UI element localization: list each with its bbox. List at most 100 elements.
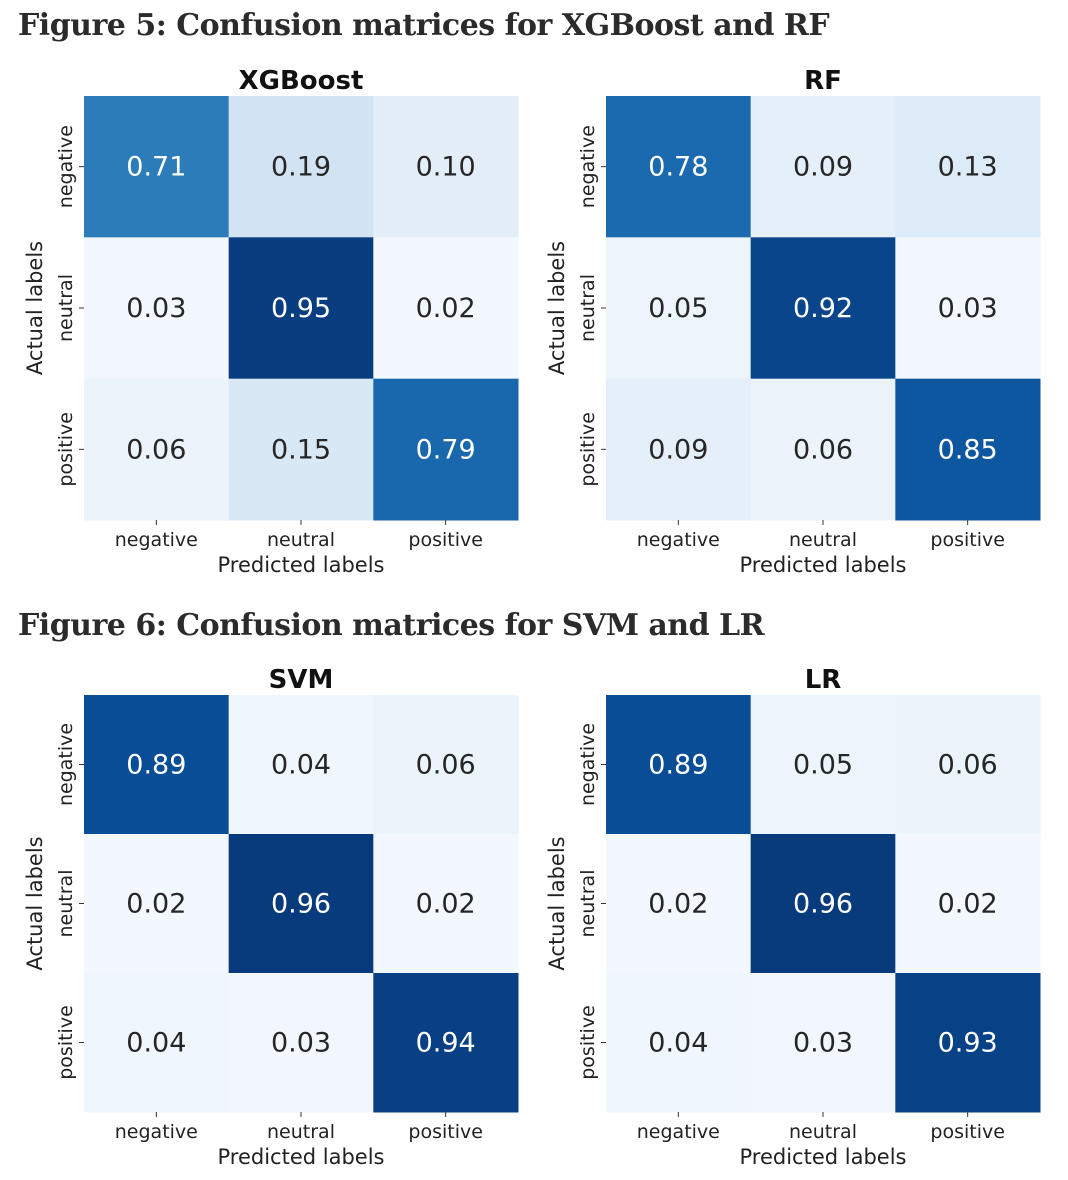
cell-value-label: 0.02 <box>416 293 476 324</box>
x-tick-label: negative <box>115 1121 198 1143</box>
heatmap-cell <box>84 973 230 1113</box>
cell-value-label: 0.96 <box>793 889 853 920</box>
cell-value-label: 0.94 <box>416 1028 476 1059</box>
heatmap-cell <box>84 96 230 238</box>
cell-value-label: 0.06 <box>126 434 186 465</box>
cell-value-label: 0.71 <box>126 152 186 183</box>
heatmap-cell <box>895 834 1041 974</box>
heatmap-cell <box>895 695 1041 835</box>
x-axis-label: Predicted labels <box>218 1145 385 1169</box>
figure-5-caption: Figure 5: Confusion matrices for XGBoost… <box>18 8 830 43</box>
x-tick-label: positive <box>930 529 1005 551</box>
cell-value-label: 0.15 <box>271 434 331 465</box>
heatmap-cell <box>84 834 230 974</box>
heatmap-cell <box>750 237 896 380</box>
chart-title: RF <box>804 66 842 96</box>
x-axis-label: Predicted labels <box>740 553 907 577</box>
heatmap-cell <box>750 834 896 974</box>
cell-value-label: 0.03 <box>938 293 998 324</box>
cell-value-label: 0.03 <box>126 293 186 324</box>
figure-6-caption: Figure 6: Confusion matrices for SVM and… <box>18 608 765 643</box>
cell-value-label: 0.95 <box>271 293 331 324</box>
y-tick-label: negative <box>577 125 599 208</box>
cell-value-label: 0.89 <box>648 750 708 781</box>
heatmap-cell <box>750 378 896 521</box>
cell-value-label: 0.06 <box>416 750 476 781</box>
cell-value-label: 0.05 <box>793 750 853 781</box>
cell-value-label: 0.03 <box>793 1028 853 1059</box>
heatmap-cell <box>373 973 519 1113</box>
heatmap-cell <box>895 973 1041 1113</box>
heatmap-cell <box>373 834 519 974</box>
cell-value-label: 0.02 <box>648 889 708 920</box>
y-axis-label: Actual labels <box>545 241 569 375</box>
heatmap-cell <box>228 695 374 835</box>
heatmap-cell <box>228 96 374 238</box>
heatmap-cell <box>84 378 230 521</box>
cell-value-label: 0.02 <box>938 889 998 920</box>
heatmap-cell <box>895 96 1041 238</box>
cell-value-label: 0.19 <box>271 152 331 183</box>
heatmap-cell <box>750 96 896 238</box>
confusion-matrix-rf: RF 0.78 0.09 0.13 0.05 0.92 0.03 0.09 0.06 0.85 ne… <box>545 66 1041 577</box>
x-tick-label: negative <box>115 529 198 551</box>
chart-title: SVM <box>269 665 334 695</box>
cell-value-label: 0.02 <box>416 889 476 920</box>
chart-title: LR <box>805 665 842 695</box>
cell-value-label: 0.05 <box>648 293 708 324</box>
cell-value-label: 0.06 <box>938 750 998 781</box>
cell-value-label: 0.85 <box>938 434 998 465</box>
heatmap-cell <box>606 378 752 521</box>
cell-value-label: 0.96 <box>271 889 331 920</box>
heatmap-cell <box>228 834 374 974</box>
heatmap-cell <box>606 834 752 974</box>
cell-value-label: 0.78 <box>648 152 708 183</box>
x-tick-label: neutral <box>789 1121 857 1143</box>
heatmap-cell <box>606 973 752 1113</box>
x-tick-label: positive <box>408 1121 483 1143</box>
y-tick-label: positive <box>55 412 77 487</box>
cell-value-label: 0.03 <box>271 1028 331 1059</box>
y-tick-label: neutral <box>55 870 77 938</box>
y-tick-label: negative <box>55 723 77 806</box>
cell-value-label: 0.09 <box>648 434 708 465</box>
heatmap-cell <box>606 695 752 835</box>
x-tick-label: neutral <box>789 529 857 551</box>
heatmap-cell <box>606 96 752 238</box>
y-tick-label: neutral <box>577 274 599 342</box>
y-tick-label: positive <box>577 412 599 487</box>
confusion-matrix-lr: LR 0.89 0.05 0.06 0.02 0.96 0.02 0.04 0.03 0.93 ne… <box>545 665 1041 1169</box>
x-tick-label: negative <box>637 529 720 551</box>
x-tick-label: positive <box>930 1121 1005 1143</box>
cell-value-label: 0.04 <box>271 750 331 781</box>
y-tick-label: neutral <box>577 870 599 938</box>
y-tick-label: negative <box>577 723 599 806</box>
y-tick-label: neutral <box>55 274 77 342</box>
heatmap-cell <box>228 237 374 380</box>
x-tick-label: positive <box>408 529 483 551</box>
heatmap-cell <box>750 973 896 1113</box>
cell-value-label: 0.04 <box>648 1028 708 1059</box>
x-tick-label: neutral <box>267 529 335 551</box>
cell-value-label: 0.06 <box>793 434 853 465</box>
cell-value-label: 0.79 <box>416 434 476 465</box>
heatmap-cell <box>84 237 230 380</box>
heatmap-cell <box>895 237 1041 380</box>
confusion-matrix-svm: SVM 0.89 0.04 0.06 0.02 0.96 0.02 0.04 0.03 0.94 n… <box>23 665 519 1169</box>
x-tick-label: neutral <box>267 1121 335 1143</box>
heatmap-cell <box>606 237 752 380</box>
cell-value-label: 0.04 <box>126 1028 186 1059</box>
cell-value-label: 0.02 <box>126 889 186 920</box>
cell-value-label: 0.93 <box>938 1028 998 1059</box>
heatmap-cell <box>373 237 519 380</box>
heatmap-cell <box>750 695 896 835</box>
heatmap-cell <box>373 695 519 835</box>
cell-value-label: 0.92 <box>793 293 853 324</box>
heatmap-cell <box>228 378 374 521</box>
heatmap-cell <box>84 695 230 835</box>
chart-title: XGBoost <box>239 66 364 96</box>
x-axis-label: Predicted labels <box>218 553 385 577</box>
y-tick-label: positive <box>55 1005 77 1080</box>
x-tick-label: negative <box>637 1121 720 1143</box>
y-tick-label: negative <box>55 125 77 208</box>
